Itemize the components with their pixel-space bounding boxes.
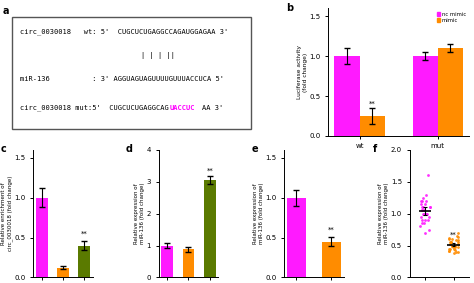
Point (446, 237, 453, 241)
Bar (161, 245, 173, 277)
Point (453, 250, 460, 254)
Text: b: b (286, 3, 293, 13)
Y-axis label: Luciferase activity
(fold change): Luciferase activity (fold change) (297, 45, 308, 99)
Point (426, 205, 434, 209)
Bar (182, 249, 194, 277)
Point (422, 199, 430, 203)
Point (423, 211, 431, 216)
Point (424, 173, 432, 178)
Point (454, 230, 462, 235)
Point (452, 238, 459, 243)
Point (446, 247, 453, 252)
Bar (322, 241, 341, 277)
Point (454, 245, 462, 250)
Point (417, 202, 424, 206)
Text: | | | ||: | | | || (141, 52, 175, 59)
Point (450, 251, 457, 255)
Y-axis label: Relative expression of
miR-136 (fold change): Relative expression of miR-136 (fold cha… (378, 183, 389, 245)
Bar (287, 198, 306, 277)
Text: **: ** (81, 231, 88, 237)
Point (448, 237, 456, 241)
Point (450, 243, 457, 248)
Text: miR-136          : 3' AGGUAGUAGUUUUGUUUACCUCA 5': miR-136 : 3' AGGUAGUAGUUUUGUUUACCUCA 5' (20, 76, 224, 82)
Bar (360, 116, 384, 136)
Bar (36, 198, 47, 277)
Point (418, 218, 426, 222)
Point (422, 202, 429, 206)
Point (447, 240, 455, 245)
Point (420, 211, 428, 216)
Bar (438, 48, 463, 136)
Point (453, 234, 461, 238)
Point (419, 208, 426, 213)
Point (447, 239, 454, 244)
Point (422, 211, 430, 216)
Point (418, 199, 426, 203)
Text: AA 3': AA 3' (202, 105, 223, 111)
Point (445, 235, 453, 240)
Point (446, 242, 454, 246)
Point (418, 215, 425, 219)
Text: e: e (251, 144, 258, 154)
Point (422, 192, 430, 197)
Point (418, 221, 426, 226)
Text: circ_0030018 mut:5'  CUGCUCUGAGGCAG: circ_0030018 mut:5' CUGCUCUGAGGCAG (20, 104, 169, 111)
Bar (204, 180, 216, 277)
Text: **: ** (450, 231, 457, 238)
Point (448, 243, 456, 248)
Y-axis label: Relative enrichment of
circ_0030018 (fold change): Relative enrichment of circ_0030018 (fol… (1, 176, 13, 251)
Bar (413, 56, 438, 136)
Bar (57, 268, 69, 277)
Point (451, 243, 458, 248)
Bar (335, 56, 360, 136)
Point (426, 205, 434, 209)
Point (451, 245, 458, 249)
Point (419, 211, 427, 216)
Point (450, 246, 458, 251)
Point (418, 208, 426, 213)
Legend: nc mimic, mimic: nc mimic, mimic (436, 11, 466, 23)
Point (455, 240, 462, 245)
Point (424, 218, 431, 222)
Text: c: c (0, 144, 6, 154)
Point (454, 238, 462, 243)
Point (454, 242, 462, 246)
Point (417, 199, 424, 203)
Point (452, 248, 459, 252)
Point (455, 235, 462, 239)
Text: d: d (126, 144, 133, 154)
Point (425, 215, 433, 219)
Point (421, 218, 428, 222)
Point (422, 211, 430, 216)
Point (447, 240, 454, 245)
Y-axis label: Relative expression of
miR-136 (fold change): Relative expression of miR-136 (fold cha… (253, 183, 264, 245)
Point (417, 224, 424, 229)
Point (421, 221, 428, 226)
Point (419, 205, 427, 209)
Text: **: ** (369, 100, 375, 106)
Text: UACCUC: UACCUC (169, 105, 195, 111)
Point (425, 227, 432, 232)
Point (418, 205, 426, 209)
Text: **: ** (328, 227, 335, 233)
Point (448, 243, 456, 248)
Point (420, 208, 428, 213)
Point (446, 248, 453, 253)
FancyBboxPatch shape (12, 18, 251, 130)
Text: f: f (373, 144, 377, 154)
Point (447, 246, 454, 251)
Point (449, 245, 457, 249)
Y-axis label: Relative expression of
miR-136 (fold change): Relative expression of miR-136 (fold cha… (134, 183, 145, 245)
Point (445, 248, 453, 253)
Text: **: ** (206, 168, 213, 174)
Point (455, 250, 462, 254)
Text: a: a (2, 6, 9, 16)
Point (421, 230, 429, 235)
Point (419, 196, 427, 200)
Text: circ_0030018   wt: 5'  CUGCUCUGAGGCCAGAUGGAGAA 3': circ_0030018 wt: 5' CUGCUCUGAGGCCAGAUGGA… (20, 28, 228, 35)
Bar (79, 245, 90, 277)
